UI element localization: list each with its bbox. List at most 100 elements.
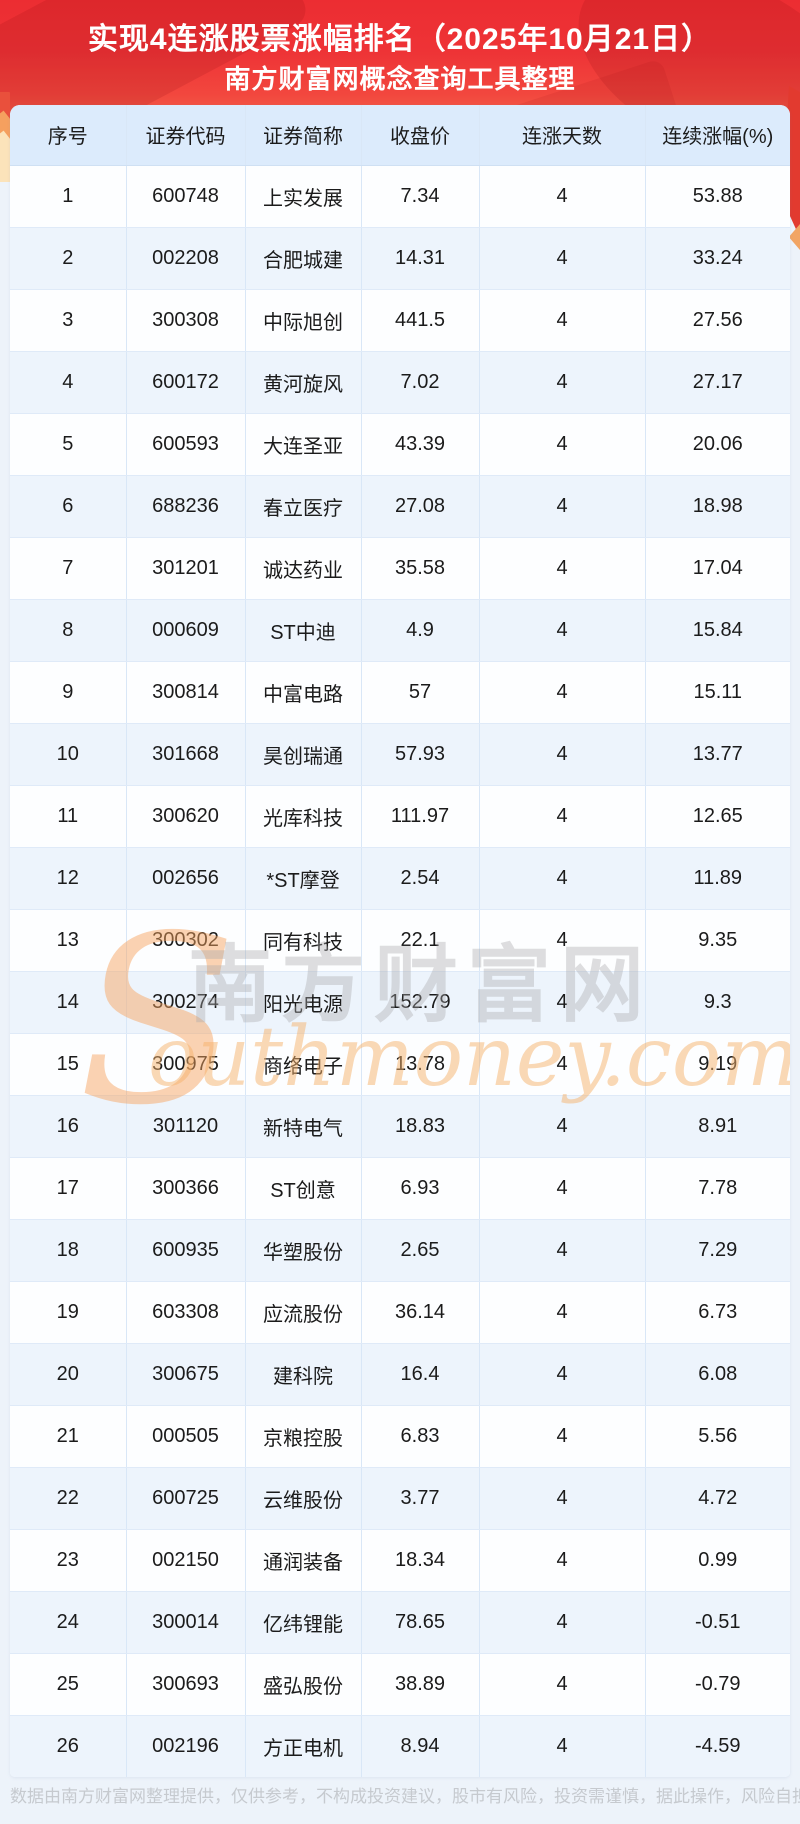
stock-code-cell: 300274 [126, 971, 246, 1034]
table-row: 25 300693 盛弘股份 38.89 4 -0.79 [10, 1653, 790, 1716]
rank-cell: 21 [10, 1405, 127, 1468]
rising-days-cell: 4 [479, 227, 646, 290]
close-price-cell: 441.5 [361, 289, 480, 352]
stock-code-cell: 300308 [126, 289, 246, 352]
close-price-cell: 152.79 [361, 971, 480, 1034]
rank-cell: 5 [10, 413, 127, 476]
ribbon-right-orange-decoration [788, 224, 800, 250]
stock-table-card: 序号 证券代码 证券简称 收盘价 连涨天数 连续涨幅(%) 1 600748 上实发展 7.34… [10, 105, 790, 1777]
rank-cell: 6 [10, 475, 127, 538]
stock-name-cell: 中富电路 [245, 661, 362, 724]
rank-cell: 16 [10, 1095, 127, 1158]
gain-percent-cell: 18.98 [645, 475, 790, 538]
stock-code-cell: 300014 [126, 1591, 246, 1654]
stock-name-cell: 盛弘股份 [245, 1653, 362, 1716]
stock-code-cell: 301201 [126, 537, 246, 600]
gain-percent-cell: -4.59 [645, 1715, 790, 1777]
stock-name-cell: 华塑股份 [245, 1219, 362, 1282]
close-price-cell: 57 [361, 661, 480, 724]
close-price-cell: 27.08 [361, 475, 480, 538]
close-price-cell: 3.77 [361, 1467, 480, 1530]
rank-cell: 9 [10, 661, 127, 724]
stock-name-cell: 中际旭创 [245, 289, 362, 352]
stock-name-cell: 大连圣亚 [245, 413, 362, 476]
gain-percent-cell: 11.89 [645, 847, 790, 910]
stock-code-cell: 301120 [126, 1095, 246, 1158]
stock-code-cell: 300693 [126, 1653, 246, 1716]
table-row: 19 603308 应流股份 36.14 4 6.73 [10, 1281, 790, 1344]
rank-cell: 4 [10, 351, 127, 414]
stock-name-cell: 阳光电源 [245, 971, 362, 1034]
stock-code-cell: 600593 [126, 413, 246, 476]
gain-percent-cell: 9.19 [645, 1033, 790, 1096]
gain-percent-cell: 0.99 [645, 1529, 790, 1592]
close-price-cell: 8.94 [361, 1715, 480, 1777]
gain-percent-cell: 7.78 [645, 1157, 790, 1220]
rank-cell: 12 [10, 847, 127, 910]
stock-name-cell: 建科院 [245, 1343, 362, 1406]
table-row: 8 000609 ST中迪 4.9 4 15.84 [10, 599, 790, 662]
stock-name-cell: 商络电子 [245, 1033, 362, 1096]
stock-code-cell: 300302 [126, 909, 246, 972]
rank-cell: 11 [10, 785, 127, 848]
rank-cell: 18 [10, 1219, 127, 1282]
table-row: 26 002196 方正电机 8.94 4 -4.59 [10, 1715, 790, 1777]
stock-name-cell: 京粮控股 [245, 1405, 362, 1468]
rising-days-cell: 4 [479, 1405, 646, 1468]
gain-percent-cell: 17.04 [645, 537, 790, 600]
rank-cell: 23 [10, 1529, 127, 1592]
stock-code-cell: 600935 [126, 1219, 246, 1282]
close-price-cell: 4.9 [361, 599, 480, 662]
table-row: 5 600593 大连圣亚 43.39 4 20.06 [10, 413, 790, 476]
gain-percent-cell: 6.08 [645, 1343, 790, 1406]
close-price-cell: 38.89 [361, 1653, 480, 1716]
rising-days-cell: 4 [479, 1095, 646, 1158]
column-header: 证券代码 [126, 105, 246, 166]
rising-days-cell: 4 [479, 1653, 646, 1716]
rising-days-cell: 4 [479, 1529, 646, 1592]
stock-name-cell: ST创意 [245, 1157, 362, 1220]
stock-code-cell: 300620 [126, 785, 246, 848]
table-row: 3 300308 中际旭创 441.5 4 27.56 [10, 289, 790, 352]
table-row: 22 600725 云维股份 3.77 4 4.72 [10, 1467, 790, 1530]
close-price-cell: 2.54 [361, 847, 480, 910]
gain-percent-cell: 7.29 [645, 1219, 790, 1282]
stock-code-cell: 000505 [126, 1405, 246, 1468]
stock-code-cell: 300366 [126, 1157, 246, 1220]
table-row: 16 301120 新特电气 18.83 4 8.91 [10, 1095, 790, 1158]
stock-code-cell: 600172 [126, 351, 246, 414]
stock-name-cell: 黄河旋风 [245, 351, 362, 414]
rank-cell: 26 [10, 1715, 127, 1777]
rising-days-cell: 4 [479, 351, 646, 414]
table-row: 12 002656 *ST摩登 2.54 4 11.89 [10, 847, 790, 910]
close-price-cell: 22.1 [361, 909, 480, 972]
rank-cell: 22 [10, 1467, 127, 1530]
stock-name-cell: 应流股份 [245, 1281, 362, 1344]
rising-days-cell: 4 [479, 165, 646, 228]
table-row: 17 300366 ST创意 6.93 4 7.78 [10, 1157, 790, 1220]
close-price-cell: 6.93 [361, 1157, 480, 1220]
table-row: 6 688236 春立医疗 27.08 4 18.98 [10, 475, 790, 538]
table-row: 11 300620 光库科技 111.97 4 12.65 [10, 785, 790, 848]
stock-code-cell: 603308 [126, 1281, 246, 1344]
table-row: 10 301668 昊创瑞通 57.93 4 13.77 [10, 723, 790, 786]
rising-days-cell: 4 [479, 1467, 646, 1530]
gain-percent-cell: 33.24 [645, 227, 790, 290]
rank-cell: 13 [10, 909, 127, 972]
stock-name-cell: 同有科技 [245, 909, 362, 972]
rank-cell: 19 [10, 1281, 127, 1344]
rising-days-cell: 4 [479, 537, 646, 600]
rank-cell: 20 [10, 1343, 127, 1406]
rank-cell: 17 [10, 1157, 127, 1220]
stock-code-cell: 002150 [126, 1529, 246, 1592]
stock-name-cell: 新特电气 [245, 1095, 362, 1158]
rank-cell: 14 [10, 971, 127, 1034]
gain-percent-cell: 5.56 [645, 1405, 790, 1468]
rank-cell: 8 [10, 599, 127, 662]
rising-days-cell: 4 [479, 971, 646, 1034]
rising-days-cell: 4 [479, 909, 646, 972]
rising-days-cell: 4 [479, 1343, 646, 1406]
column-header: 连续涨幅(%) [645, 105, 790, 166]
rising-days-cell: 4 [479, 847, 646, 910]
rising-days-cell: 4 [479, 1219, 646, 1282]
